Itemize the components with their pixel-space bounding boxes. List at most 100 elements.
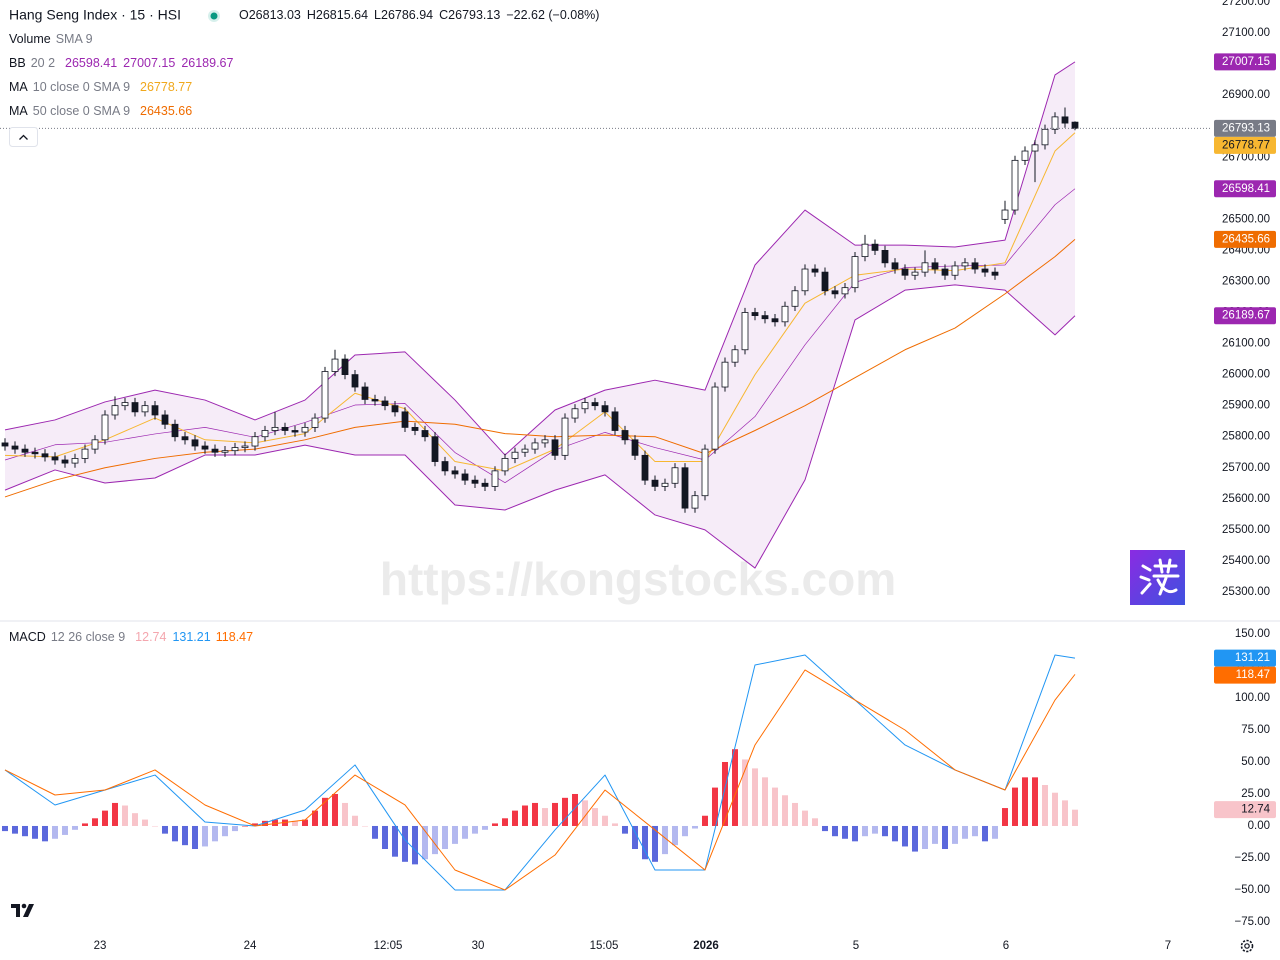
x-tick-label: 30 (472, 940, 485, 952)
y-tick-label: 27200.00 (1222, 0, 1270, 8)
histogram-bar (992, 825, 998, 839)
candle-body (411, 426, 419, 431)
candle-body (931, 262, 939, 270)
histogram-bar (382, 825, 388, 850)
histogram-bar (542, 808, 548, 826)
histogram-bar (832, 825, 838, 837)
candle-body (501, 458, 509, 472)
histogram-bar (692, 825, 698, 829)
legend-ma50: MA 50 close 0 SMA 9 26435.66 (9, 104, 192, 118)
candle-body (521, 448, 529, 453)
legend-params: 10 close 0 SMA 9 (33, 80, 130, 94)
histogram-bar (532, 802, 538, 826)
candle-body (31, 451, 39, 455)
candle-body (601, 405, 609, 413)
histogram-bar (372, 825, 378, 839)
histogram-bar (652, 825, 658, 862)
collapse-button-frame[interactable] (9, 127, 38, 147)
candle-body (621, 430, 629, 441)
histogram-bar (962, 825, 968, 839)
y-tick-label: 25800.00 (1222, 431, 1270, 443)
axis-badge-label: 26793.13 (1222, 122, 1270, 134)
legend-value: 27007.15 (123, 56, 175, 70)
candle-body (111, 405, 119, 416)
ohlc-label: C (439, 8, 448, 22)
candle-body (191, 439, 199, 447)
logo-part[interactable] (21, 903, 27, 909)
histogram-bar (622, 825, 628, 834)
band-fill (5, 61, 1075, 569)
histogram-bar (112, 802, 118, 826)
gear-teeth[interactable] (1240, 939, 1254, 953)
indicator-line (4, 61, 1076, 456)
candle-body (591, 402, 599, 407)
candle-body (531, 442, 539, 450)
settings-button[interactable] (1240, 939, 1254, 953)
candle-body (251, 436, 259, 447)
y-tick-label: 25400.00 (1222, 555, 1270, 567)
axis-badge (1214, 180, 1276, 198)
collapse-button[interactable] (9, 127, 38, 147)
change-value: −22.62 (−0.08%) (506, 8, 599, 22)
histogram-bar (602, 815, 608, 826)
candle-body (611, 411, 619, 431)
histogram-bar (882, 825, 888, 837)
axis-badge (1214, 136, 1276, 154)
histogram-bar (42, 825, 48, 842)
candle-body (421, 430, 429, 438)
candle-body (831, 290, 839, 295)
candle-body (211, 448, 219, 453)
candle-body (301, 426, 309, 433)
y-tick-label: 75.00 (1241, 724, 1270, 736)
histogram-bar (442, 825, 448, 850)
candle-body (671, 467, 679, 484)
histogram-bar (682, 825, 688, 837)
candle-body (21, 448, 29, 453)
axis-badge-label: 26778.77 (1222, 139, 1270, 151)
histogram-bar (752, 768, 758, 826)
histogram-bar (562, 797, 568, 826)
histogram-bar (152, 825, 158, 827)
legend-value: 131.21 (172, 630, 210, 644)
gear-hub[interactable] (1244, 943, 1250, 949)
logo-part[interactable] (11, 904, 20, 917)
candle-body (751, 312, 759, 317)
site-logo (1130, 550, 1185, 605)
candle-body (481, 482, 489, 487)
candle-body (791, 290, 799, 307)
candle-body (11, 445, 19, 450)
histogram-bar (212, 825, 218, 842)
logo-part[interactable] (23, 904, 34, 917)
legend-ma10: MA 10 close 0 SMA 9 26778.77 (9, 80, 192, 94)
histogram-bar (812, 818, 818, 826)
candle-body (51, 456, 59, 461)
candle-body (771, 318, 779, 323)
axis-badge-label: 118.47 (1236, 669, 1270, 681)
histogram-bar (782, 795, 788, 826)
histogram-bar (232, 825, 238, 832)
histogram-bar (412, 825, 418, 865)
candle-body (161, 414, 169, 425)
candle-body (871, 243, 879, 251)
candle-body (961, 262, 969, 267)
candle-body (1071, 121, 1079, 129)
histogram-bar (192, 825, 198, 850)
legend-name: MA (9, 80, 28, 94)
histogram-bar (862, 825, 868, 837)
candle-body (461, 473, 469, 481)
histogram-bar (502, 818, 508, 826)
tradingview-logo[interactable] (6, 893, 40, 927)
legend-params: 20 2 (31, 56, 55, 70)
plot-area (0, 61, 1210, 891)
histogram-bar (942, 825, 948, 850)
ohlc-label: O (239, 8, 249, 22)
collapse-chevron[interactable] (19, 134, 28, 140)
candle-body (61, 459, 69, 464)
histogram-bar (462, 825, 468, 839)
histogram-bar (262, 820, 268, 826)
histogram-bar (772, 787, 778, 826)
histogram-bar (432, 825, 438, 855)
histogram-bar (1052, 792, 1058, 826)
logo-backdrop[interactable] (6, 893, 40, 927)
axis-badge-label: 131.21 (1235, 652, 1270, 664)
